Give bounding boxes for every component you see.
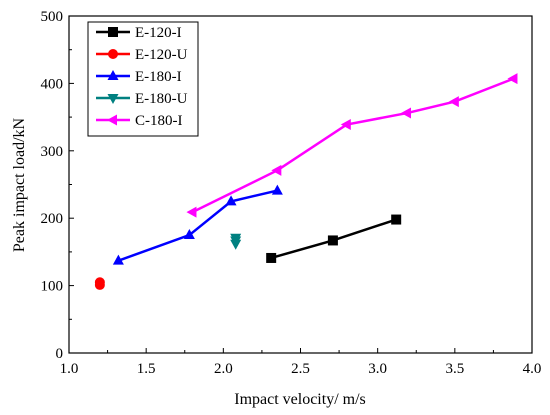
series-layer bbox=[94, 73, 518, 290]
legend-entry: E-180-U bbox=[96, 91, 188, 107]
data-point bbox=[327, 235, 338, 246]
legend-entry: C-180-I bbox=[96, 113, 183, 129]
series-e-120-u bbox=[94, 277, 105, 290]
data-point bbox=[507, 73, 518, 85]
data-point bbox=[271, 164, 282, 176]
legend-label: E-180-U bbox=[135, 91, 188, 107]
x-tick-label: 3.5 bbox=[445, 361, 464, 377]
y-tick-label: 100 bbox=[41, 279, 64, 295]
data-point bbox=[271, 184, 283, 195]
legend-marker bbox=[107, 114, 117, 126]
series-line bbox=[117, 189, 278, 262]
legend-marker bbox=[107, 94, 119, 104]
data-point bbox=[448, 96, 459, 108]
y-tick-label: 500 bbox=[41, 9, 64, 25]
data-point bbox=[266, 252, 277, 263]
series-line bbox=[191, 77, 514, 214]
data-point bbox=[225, 195, 237, 206]
x-tick-label: 2.0 bbox=[214, 361, 233, 377]
series-e-180-u bbox=[230, 233, 242, 250]
legend-marker bbox=[108, 49, 118, 59]
legend-box bbox=[87, 21, 199, 137]
legend-label: E-180-I bbox=[135, 69, 182, 85]
x-tick-label: 1.5 bbox=[137, 361, 156, 377]
y-axis: 0 100 200 300 400 500 bbox=[41, 9, 74, 362]
legend: E-120-I E-120-U E-180-I E-180-U C-180-I bbox=[87, 21, 199, 137]
y-tick-label: 0 bbox=[56, 346, 64, 362]
legend-label: E-120-U bbox=[135, 47, 188, 63]
data-point bbox=[391, 214, 402, 225]
y-axis-title: Peak impact load/kN bbox=[11, 117, 28, 252]
legend-marker bbox=[108, 27, 118, 37]
data-point bbox=[400, 107, 411, 119]
legend-label: C-180-I bbox=[135, 113, 183, 129]
x-tick-label: 4.0 bbox=[523, 361, 542, 377]
data-point bbox=[183, 229, 195, 240]
legend-entry: E-180-I bbox=[96, 69, 182, 85]
x-tick-label: 2.5 bbox=[291, 361, 310, 377]
data-point bbox=[340, 119, 351, 131]
data-point bbox=[186, 206, 197, 218]
legend-entry: E-120-I bbox=[96, 25, 182, 41]
data-point bbox=[112, 254, 124, 265]
series-e-180-i bbox=[112, 184, 283, 265]
data-point bbox=[94, 277, 105, 288]
legend-label: E-120-I bbox=[135, 25, 182, 41]
legend-entry: E-120-U bbox=[96, 47, 188, 63]
y-tick-label: 400 bbox=[41, 76, 64, 92]
series-e-120-i bbox=[266, 214, 402, 263]
x-axis-title: Impact velocity/ m/s bbox=[234, 391, 366, 408]
x-tick-label: 3.0 bbox=[368, 361, 387, 377]
series-c-180-i bbox=[186, 73, 518, 218]
x-tick-label: 1.0 bbox=[60, 361, 79, 377]
y-tick-label: 200 bbox=[41, 211, 64, 227]
legend-marker bbox=[107, 70, 119, 80]
y-tick-label: 300 bbox=[41, 144, 64, 160]
data-point bbox=[230, 233, 242, 244]
x-axis: 1.0 1.5 2.0 2.5 3.0 3.5 4.0 bbox=[60, 348, 542, 377]
